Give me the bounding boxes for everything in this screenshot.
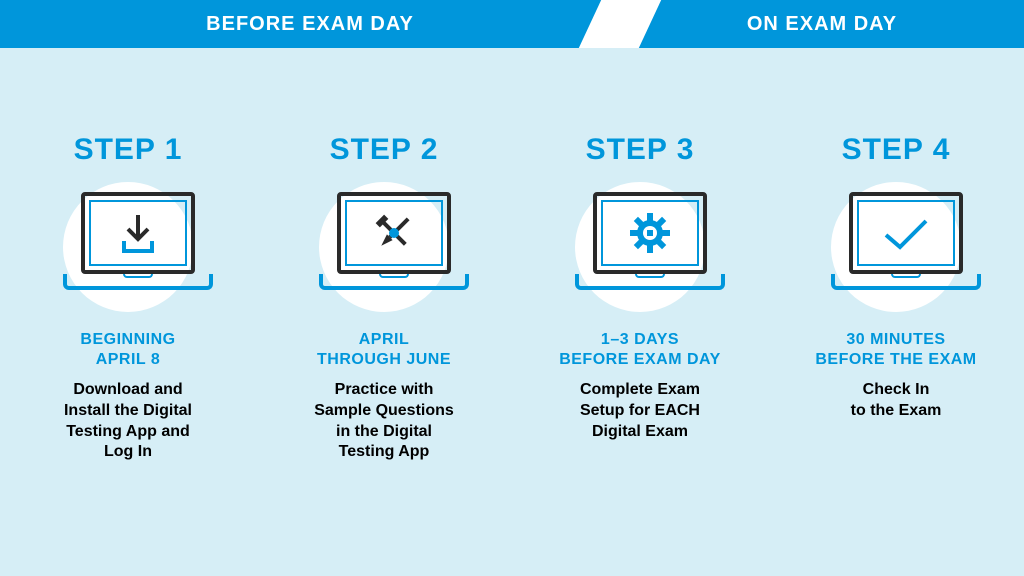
step-4: STEP 4 30 MINUTES BEFORE THE EXAM <box>768 133 1024 576</box>
gear-icon <box>601 200 699 266</box>
step-1-icon-circle <box>63 182 193 312</box>
step-2-icon-circle <box>319 182 449 312</box>
tools-icon <box>345 200 443 266</box>
step-3: STEP 3 <box>512 133 768 576</box>
step-1-timing: BEGINNING APRIL 8 <box>80 330 175 370</box>
step-3-desc: Complete Exam Setup for EACH Digital Exa… <box>580 380 700 442</box>
step-2-title: STEP 2 <box>330 133 439 167</box>
step-3-timing: 1–3 DAYS BEFORE EXAM DAY <box>559 330 721 370</box>
step-4-timing: 30 MINUTES BEFORE THE EXAM <box>815 330 976 370</box>
step-3-icon-circle <box>575 182 705 312</box>
laptop-icon <box>319 192 449 302</box>
step-2-desc: Practice with Sample Questions in the Di… <box>314 380 454 463</box>
check-icon <box>857 200 955 266</box>
step-4-desc: Check In to the Exam <box>851 380 942 422</box>
header-before: BEFORE EXAM DAY <box>0 0 620 48</box>
download-icon <box>89 200 187 266</box>
header-before-label: BEFORE EXAM DAY <box>206 13 414 36</box>
step-2-timing: APRIL THROUGH JUNE <box>317 330 451 370</box>
laptop-icon <box>831 192 961 302</box>
step-1-desc: Download and Install the Digital Testing… <box>64 380 192 463</box>
steps-row: STEP 1 BEGINNING <box>0 48 1024 576</box>
step-1: STEP 1 BEGINNING <box>0 133 256 576</box>
step-4-icon-circle <box>831 182 961 312</box>
infographic-page: BEFORE EXAM DAY ON EXAM DAY STEP 1 <box>0 0 1024 576</box>
step-3-title: STEP 3 <box>586 133 695 167</box>
header-bar: BEFORE EXAM DAY ON EXAM DAY <box>0 0 1024 48</box>
step-4-title: STEP 4 <box>842 133 951 167</box>
step-1-title: STEP 1 <box>74 133 183 167</box>
header-on-day-label: ON EXAM DAY <box>747 13 897 36</box>
header-on-day: ON EXAM DAY <box>620 0 1024 48</box>
laptop-icon <box>63 192 193 302</box>
laptop-icon <box>575 192 705 302</box>
step-2: STEP 2 <box>256 133 512 576</box>
